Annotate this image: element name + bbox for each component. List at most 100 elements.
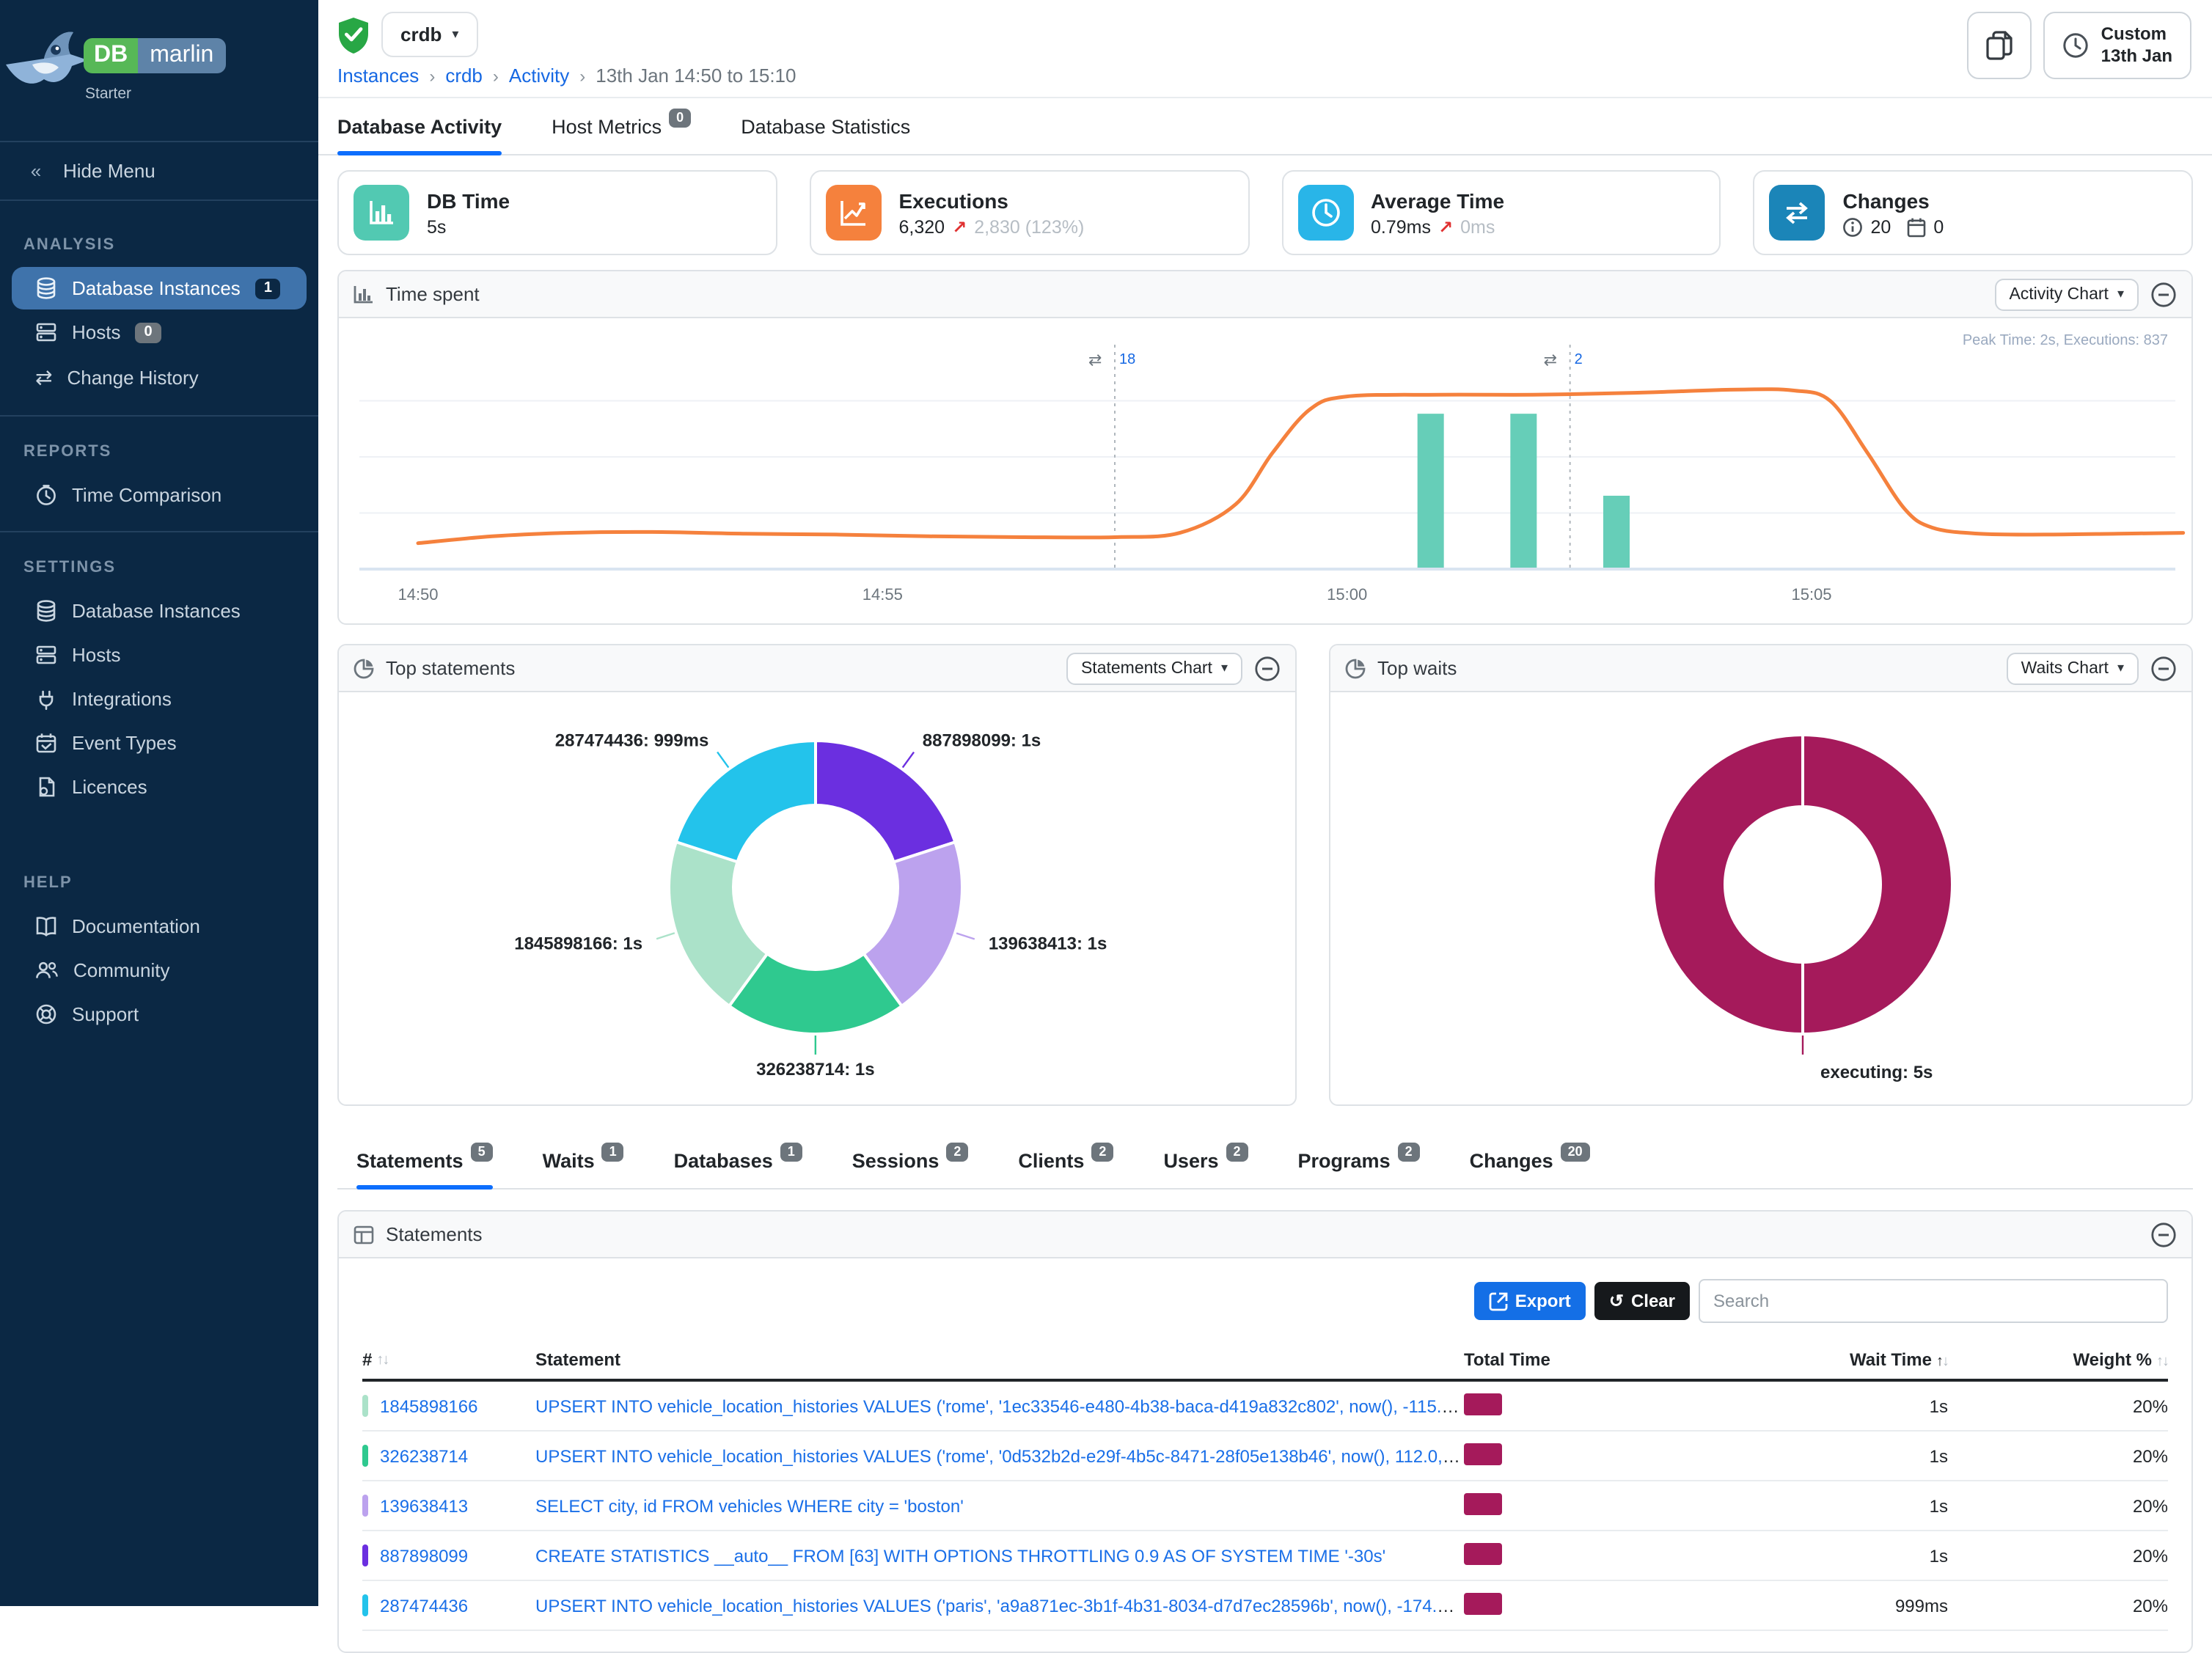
donut-slice[interactable] <box>816 741 955 862</box>
sidebar-item-community[interactable]: Community <box>12 949 307 992</box>
tab-database-activity[interactable]: Database Activity <box>337 98 502 154</box>
breadcrumb-instances[interactable]: Instances <box>337 65 419 87</box>
collapse-statements-chart-button[interactable] <box>1254 655 1281 681</box>
breadcrumb-crdb[interactable]: crdb <box>445 65 483 87</box>
col-wait-time[interactable]: Wait Time↑↓ <box>1655 1349 1948 1370</box>
collapse-statements-panel-button[interactable] <box>2150 1221 2177 1247</box>
cell-total-time <box>1464 1592 1655 1619</box>
executions-bar[interactable] <box>1510 414 1537 569</box>
executions-bar[interactable] <box>1603 496 1630 569</box>
breadcrumb-activity[interactable]: Activity <box>509 65 569 87</box>
cell-statement: UPSERT INTO vehicle_location_histories V… <box>535 1595 1464 1616</box>
statement-id-link[interactable]: 887898099 <box>380 1545 468 1566</box>
hide-menu-button[interactable]: « Hide Menu <box>0 142 318 201</box>
copy-icon <box>1987 31 2013 60</box>
sidebar-item-integrations[interactable]: Integrations <box>12 678 307 720</box>
sidebar-item-time-comparison[interactable]: Time Comparison <box>12 474 307 516</box>
kpi-main-value: 5s <box>427 216 446 237</box>
export-button[interactable]: Export <box>1474 1282 1586 1320</box>
cell-weight: 20% <box>1948 1396 2168 1416</box>
waits-chart-select[interactable]: Waits Chart ▾ <box>2007 652 2139 684</box>
sidebar-item-change-history[interactable]: ⇄Change History <box>12 355 307 400</box>
label-leader-line <box>717 752 728 767</box>
tab-label: Changes <box>1470 1149 1553 1171</box>
x-axis-tick: 15:05 <box>1791 585 1831 604</box>
col-id[interactable]: #↑↓ <box>362 1349 535 1370</box>
donut-slice[interactable] <box>676 741 816 862</box>
col-statement[interactable]: Statement <box>535 1349 1464 1370</box>
sidebar-spacer <box>0 810 318 848</box>
table-row[interactable]: 139638413 SELECT city, id FROM vehicles W… <box>362 1481 2168 1531</box>
change-marker-count[interactable]: 18 <box>1119 351 1135 367</box>
statements-chart-select[interactable]: Statements Chart ▾ <box>1066 652 1242 684</box>
statement-text-link[interactable]: UPSERT INTO vehicle_location_histories V… <box>535 1396 1464 1416</box>
sidebar-item-database-instances[interactable]: Database Instances <box>12 590 307 632</box>
marlin-fish-icon <box>3 21 94 94</box>
donut-slice[interactable] <box>1803 735 1952 1034</box>
tab-badge: 2 <box>1398 1142 1420 1161</box>
sidebar-item-support[interactable]: Support <box>12 993 307 1036</box>
col-weight[interactable]: Weight %↑↓ <box>1948 1349 2168 1370</box>
statement-id-link[interactable]: 287474436 <box>380 1595 468 1616</box>
kpi-title: Average Time <box>1371 188 1504 212</box>
pie-chart-icon <box>354 658 374 678</box>
time-range-button[interactable]: Custom 13th Jan <box>2044 12 2191 79</box>
change-marker-count[interactable]: 2 <box>1575 351 1583 367</box>
info-icon <box>1843 216 1864 237</box>
instance-selector[interactable]: crdb ▾ <box>381 12 477 57</box>
statement-text-link[interactable]: UPSERT INTO vehicle_location_histories V… <box>535 1445 1464 1466</box>
donut-slice[interactable] <box>1653 735 1803 1034</box>
tab-database-statistics[interactable]: Database Statistics <box>741 98 910 154</box>
sidebar-item-hosts[interactable]: Hosts <box>12 634 307 676</box>
sidebar-item-label: Database Instances <box>72 277 241 299</box>
copy-link-button[interactable] <box>1968 12 2032 79</box>
activity-chart-select[interactable]: Activity Chart ▾ <box>1994 278 2139 310</box>
sidebar-item-licences[interactable]: Licences <box>12 766 307 808</box>
logo: DB marlin Starter <box>0 0 318 142</box>
brand-marlin: marlin <box>138 38 225 73</box>
sidebar-section-label: REPORTS <box>0 417 318 472</box>
sidebar-item-event-types[interactable]: Event Types <box>12 722 307 764</box>
col-total-time[interactable]: Total Time <box>1464 1349 1655 1370</box>
statement-text-link[interactable]: SELECT city, id FROM vehicles WHERE city… <box>535 1495 964 1516</box>
kpi-delta: 2,830 (123%) <box>974 216 1084 237</box>
table-row[interactable]: 887898099 CREATE STATISTICS __auto__ FROM… <box>362 1531 2168 1581</box>
executions-bar[interactable] <box>1418 414 1444 569</box>
statements-toolbar: Export ↺ Clear <box>339 1258 2191 1338</box>
table-row[interactable]: 326238714 UPSERT INTO vehicle_location_hi… <box>362 1432 2168 1481</box>
time-range-line1: Custom <box>2101 23 2172 45</box>
collapse-waits-chart-button[interactable] <box>2150 655 2177 681</box>
statement-color-chip <box>362 1544 368 1566</box>
table-row[interactable]: 1845898166 UPSERT INTO vehicle_location_h… <box>362 1382 2168 1432</box>
statement-text-link[interactable]: UPSERT INTO vehicle_location_histories V… <box>535 1595 1464 1616</box>
search-input[interactable] <box>1699 1279 2168 1323</box>
clear-button[interactable]: ↺ Clear <box>1594 1282 1690 1320</box>
statement-id-link[interactable]: 1845898166 <box>380 1396 478 1416</box>
table-row[interactable]: 287474436 UPSERT INTO vehicle_location_hi… <box>362 1581 2168 1631</box>
statement-id-link[interactable]: 139638413 <box>380 1495 468 1516</box>
statement-text-link[interactable]: CREATE STATISTICS __auto__ FROM [63] WIT… <box>535 1545 1385 1566</box>
statement-color-chip <box>362 1445 368 1467</box>
statement-id-link[interactable]: 326238714 <box>380 1445 468 1466</box>
sidebar-item-documentation[interactable]: Documentation <box>12 905 307 948</box>
swap-icon <box>1770 185 1825 241</box>
collapse-time-panel-button[interactable] <box>2150 281 2177 307</box>
statement-color-chip <box>362 1495 368 1517</box>
edition-label: Starter <box>85 85 131 103</box>
